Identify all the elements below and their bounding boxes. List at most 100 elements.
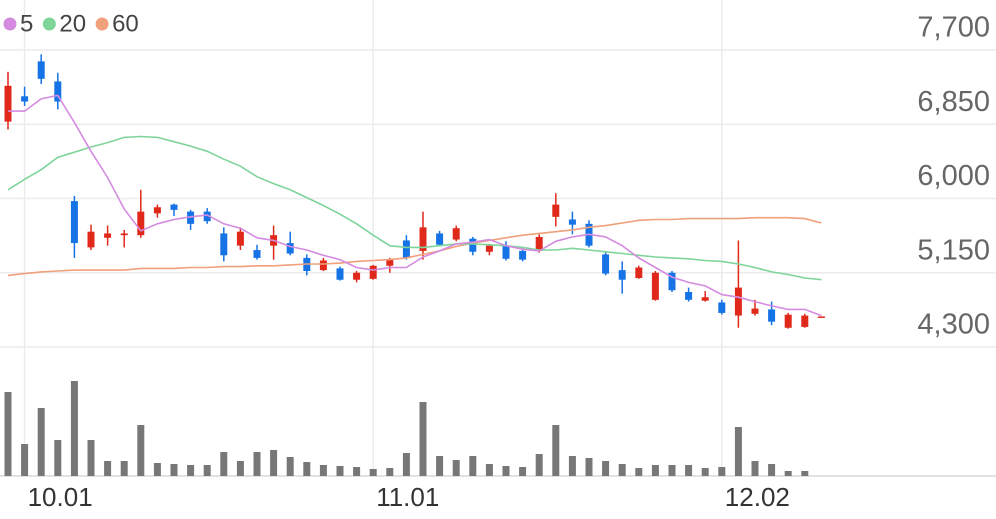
volume-bar — [419, 402, 427, 476]
candle-body — [203, 211, 211, 222]
candle-body — [4, 85, 12, 122]
candle-body — [618, 270, 626, 280]
candle-body — [386, 259, 394, 266]
volume-bar — [502, 466, 510, 476]
volume-bar — [635, 468, 643, 476]
x-tick-label: 10.01 — [28, 482, 93, 512]
volume-bar — [585, 458, 593, 476]
volume-bar — [469, 456, 477, 476]
candle-body — [485, 245, 493, 252]
x-tick-label: 12.02 — [725, 482, 790, 512]
volume-bar — [353, 467, 361, 476]
candle-body — [535, 236, 543, 251]
legend-label: 20 — [59, 10, 86, 37]
legend-swatch — [42, 17, 56, 31]
candle-body — [236, 231, 244, 246]
volume-bar — [203, 465, 211, 476]
volume-bar — [784, 471, 792, 476]
volume-bar — [21, 444, 29, 476]
candle-body — [286, 243, 294, 254]
candle-body — [436, 233, 444, 245]
volume-bar — [452, 460, 460, 476]
volume-bar — [37, 408, 45, 476]
volume-bar — [137, 425, 145, 476]
volume-bar — [718, 467, 726, 476]
volume-bar — [618, 464, 626, 476]
volume-bar — [701, 468, 709, 476]
y-tick-label: 5,150 — [917, 234, 990, 266]
volume-bar — [4, 392, 12, 476]
candle-body — [336, 268, 344, 280]
ma-line — [7, 135, 822, 281]
volume-bar — [386, 468, 394, 476]
volume-bar — [552, 425, 560, 476]
volume-bar — [286, 457, 294, 476]
volume-bar — [485, 464, 493, 476]
candle-body — [519, 250, 527, 260]
candle-body — [70, 201, 78, 244]
candle-body — [452, 228, 460, 240]
candle-body — [104, 233, 112, 238]
volume-bar — [519, 467, 527, 476]
y-tick-label: 4,300 — [917, 309, 990, 341]
volume-bar — [568, 456, 576, 476]
candle-body — [602, 254, 610, 274]
ma-line — [8, 94, 822, 317]
legend-swatch — [3, 17, 17, 31]
candle-body — [419, 227, 427, 251]
candle-body — [187, 211, 195, 224]
candle-body — [502, 245, 510, 259]
candle-body — [801, 315, 809, 327]
volume-bar — [801, 471, 809, 476]
volume-bar — [369, 469, 377, 476]
candle-body — [402, 240, 410, 258]
candle-body — [369, 265, 377, 279]
volume-bar — [751, 461, 759, 476]
y-tick-label: 7,700 — [917, 12, 990, 44]
volume-bar — [535, 454, 543, 476]
volume-bar — [70, 381, 78, 476]
candle-body — [353, 272, 361, 280]
candle-body — [768, 309, 776, 322]
candle-body — [817, 316, 825, 318]
candle-body — [170, 204, 178, 210]
candle-body — [120, 233, 128, 236]
volume-bar — [402, 453, 410, 476]
volume-bar — [685, 465, 693, 476]
candle-body — [635, 267, 643, 278]
ma-line — [7, 216, 822, 277]
volume-bar — [236, 461, 244, 476]
candle-body — [319, 260, 327, 271]
candle-body — [220, 233, 228, 256]
volume-bar — [303, 462, 311, 476]
candle-body — [568, 219, 576, 225]
volume-bar — [253, 452, 261, 476]
volume-bar — [436, 456, 444, 476]
volume-bar — [220, 452, 228, 476]
candle-body — [718, 302, 726, 313]
volume-bar — [336, 466, 344, 476]
candle-body — [784, 314, 792, 328]
legend-label: 5 — [20, 10, 33, 37]
volume-bar — [270, 450, 278, 476]
candle-body — [253, 250, 261, 258]
candle-body — [469, 238, 477, 252]
volume-bar — [668, 465, 676, 476]
candle-body — [87, 231, 95, 248]
volume-bar — [734, 427, 742, 476]
volume-bar — [87, 440, 95, 476]
volume-bar — [319, 465, 327, 476]
x-tick-label: 11.01 — [376, 482, 439, 512]
volume-bar — [768, 464, 776, 476]
volume-bar — [602, 461, 610, 476]
candle-body — [54, 81, 62, 102]
legend-label: 60 — [112, 10, 139, 37]
volume-bar — [120, 461, 128, 476]
candle-body — [21, 96, 29, 102]
volume-bar — [170, 464, 178, 476]
candle-body — [552, 204, 560, 217]
y-tick-label: 6,000 — [917, 160, 990, 192]
candle-body — [153, 207, 161, 214]
